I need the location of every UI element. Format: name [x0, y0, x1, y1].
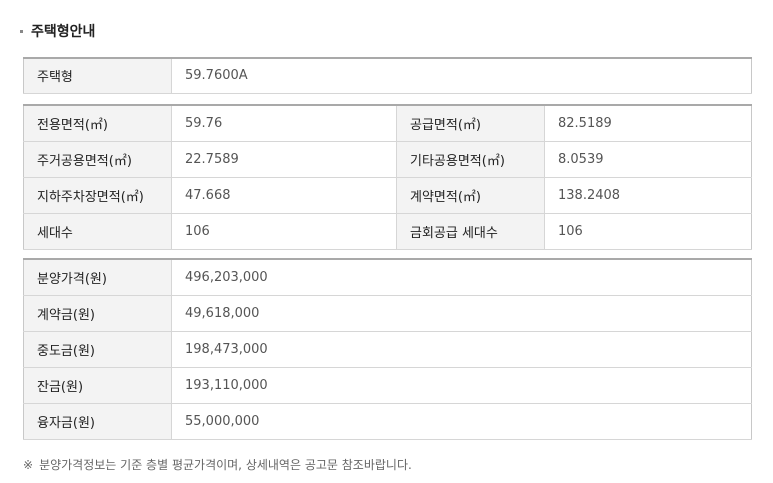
- price-label: 중도금(원): [23, 330, 172, 368]
- price-label: 분양가격(원): [23, 259, 172, 296]
- supply-households-value: 106: [544, 212, 752, 250]
- table-row: 주택형 59.7600A: [23, 58, 752, 94]
- housing-type-value: 59.7600A: [171, 58, 752, 94]
- area-value: 8.0539: [544, 140, 752, 178]
- section-title-text: 주택형안내: [31, 24, 96, 40]
- price-value: 193,110,000: [171, 366, 752, 404]
- area-label: 계약면적(㎡): [396, 176, 545, 214]
- area-label: 주거공용면적(㎡): [23, 140, 172, 178]
- table-row: 주거공용면적(㎡) 22.7589 기타공용면적(㎡) 8.0539: [23, 140, 752, 178]
- area-label: 전용면적(㎡): [23, 105, 172, 142]
- area-value: 22.7589: [171, 140, 397, 178]
- area-value: 59.76: [171, 105, 397, 142]
- price-note: ※ 분양가격정보는 기준 층별 평균가격이며, 상세내역은 공고문 참조바랍니다.: [23, 456, 412, 473]
- housing-type-table: 주택형 59.7600A: [23, 57, 752, 94]
- area-value: 138.2408: [544, 176, 752, 214]
- note-mark: ※: [23, 458, 34, 472]
- price-table: 분양가격(원) 496,203,000 계약금(원) 49,618,000 중도…: [23, 258, 752, 440]
- price-label: 융자금(원): [23, 402, 172, 440]
- price-label: 계약금(원): [23, 294, 172, 332]
- table-row: 분양가격(원) 496,203,000: [23, 259, 752, 296]
- note-text: 분양가격정보는 기준 층별 평균가격이며, 상세내역은 공고문 참조바랍니다.: [39, 458, 412, 472]
- table-row: 잔금(원) 193,110,000: [23, 366, 752, 404]
- area-label: 공급면적(㎡): [396, 105, 545, 142]
- section-title: 주택형안내: [20, 20, 95, 42]
- area-table: 전용면적(㎡) 59.76 공급면적(㎡) 82.5189 주거공용면적(㎡) …: [23, 104, 752, 250]
- price-value: 198,473,000: [171, 330, 752, 368]
- table-row: 전용면적(㎡) 59.76 공급면적(㎡) 82.5189: [23, 105, 752, 142]
- table-row: 지하주차장면적(㎡) 47.668 계약면적(㎡) 138.2408: [23, 176, 752, 214]
- area-label: 지하주차장면적(㎡): [23, 176, 172, 214]
- area-label: 기타공용면적(㎡): [396, 140, 545, 178]
- table-row: 중도금(원) 198,473,000: [23, 330, 752, 368]
- households-label: 세대수: [23, 212, 172, 250]
- housing-type-label: 주택형: [23, 58, 172, 94]
- price-value: 49,618,000: [171, 294, 752, 332]
- supply-households-label: 금회공급 세대수: [396, 212, 545, 250]
- households-value: 106: [171, 212, 397, 250]
- area-value: 82.5189: [544, 105, 752, 142]
- area-value: 47.668: [171, 176, 397, 214]
- table-row: 세대수 106 금회공급 세대수 106: [23, 212, 752, 250]
- table-row: 융자금(원) 55,000,000: [23, 402, 752, 440]
- table-row: 계약금(원) 49,618,000: [23, 294, 752, 332]
- bullet-icon: [20, 30, 23, 33]
- price-value: 496,203,000: [171, 259, 752, 296]
- price-label: 잔금(원): [23, 366, 172, 404]
- price-value: 55,000,000: [171, 402, 752, 440]
